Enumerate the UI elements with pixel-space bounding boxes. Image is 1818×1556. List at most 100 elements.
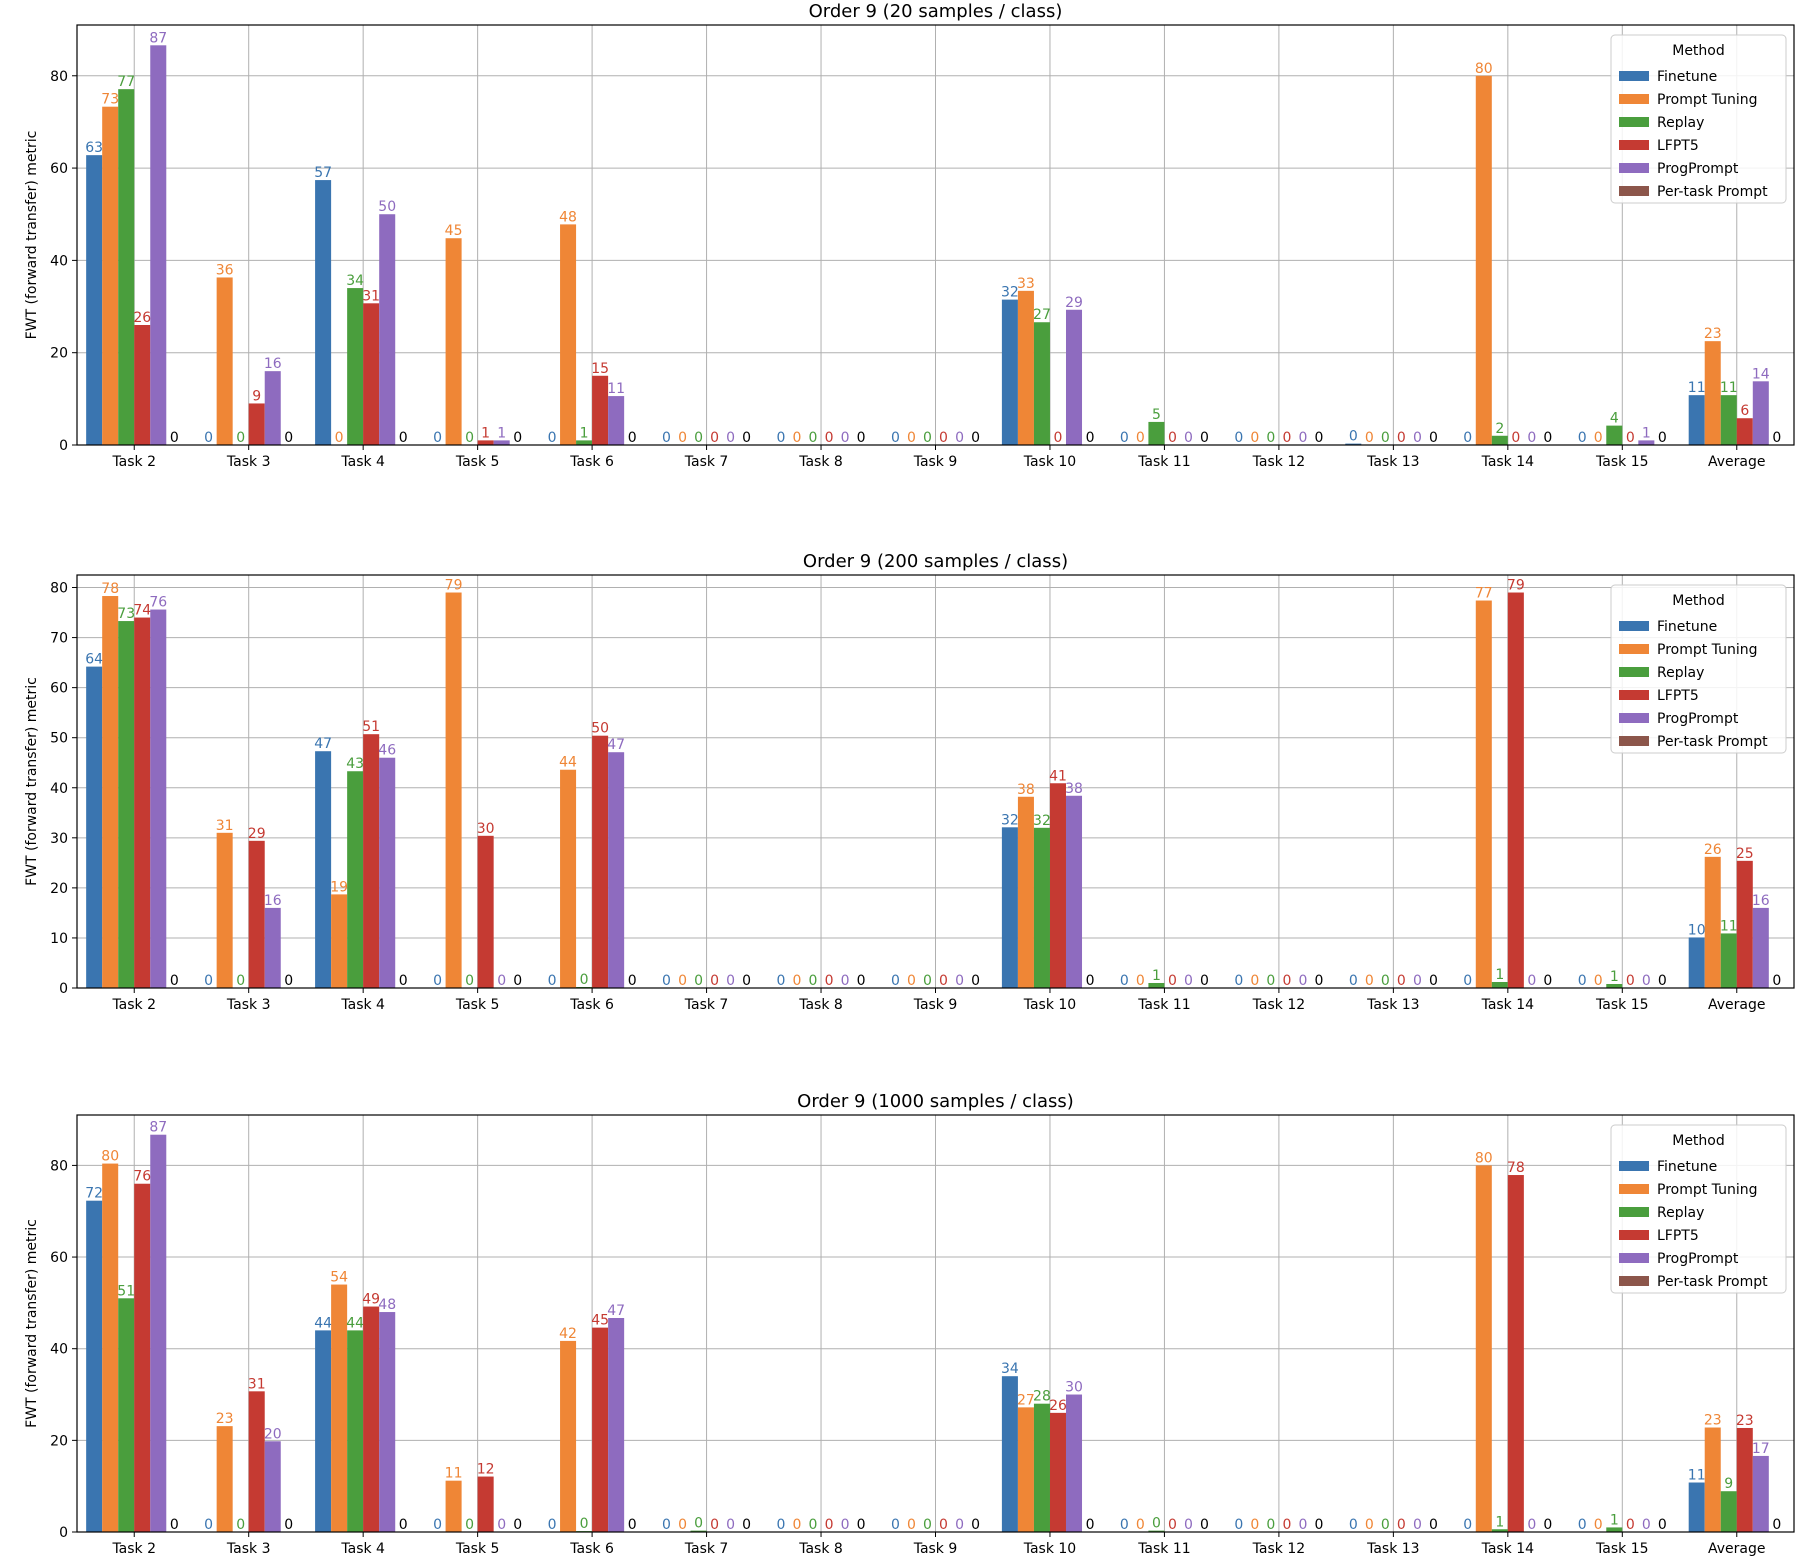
data-label: 0 [1298,430,1307,446]
bar-progprompt-2 [264,1441,281,1532]
data-label: 32 [1001,285,1019,301]
bar-lfpt5-2 [248,840,265,988]
data-label: 0 [662,1517,671,1533]
legend-title: Method [1672,593,1725,609]
data-label: 0 [1349,973,1358,989]
data-label: 0 [580,972,589,988]
bar-prompt-tuning-9 [1017,1407,1034,1532]
legend-box [1610,1124,1787,1294]
y-tick-label: 20 [50,881,68,897]
data-label: 0 [678,973,687,989]
bar-prompt-tuning-13 [1475,600,1492,988]
data-label: 0 [1054,430,1063,446]
data-label: 0 [170,430,179,446]
data-label: 0 [1511,430,1520,446]
data-label: 1 [1610,969,1619,985]
data-label: 0 [1463,1517,1472,1533]
data-label: 1 [1152,968,1161,984]
legend-entry: Per-task Prompt [1657,184,1768,200]
bar-replay-5 [576,440,593,445]
data-label: 0 [710,1517,719,1533]
data-label: 38 [1065,781,1083,797]
bar-replay-15 [1720,395,1737,445]
data-label: 0 [580,1516,589,1532]
data-label: 19 [330,879,348,895]
data-label: 0 [548,1517,557,1533]
bar-replay-1 [118,1298,135,1532]
data-label: 0 [825,430,834,446]
data-label: 0 [1527,430,1536,446]
bar-progprompt-1 [150,1134,167,1532]
legend-entry: Finetune [1657,1159,1717,1175]
x-tick-label: Task 2 [111,454,156,470]
x-tick-label: Task 13 [1366,997,1419,1013]
data-label: 0 [793,973,802,989]
data-label: 31 [216,818,234,834]
data-label: 0 [891,430,900,446]
legend-swatch [1619,1161,1649,1171]
data-label: 0 [678,430,687,446]
bar-lfpt5-1 [134,325,151,445]
data-label: 0 [1658,973,1667,989]
x-tick-label: Task 5 [455,1541,500,1556]
data-label: 0 [1086,430,1095,446]
data-label: 30 [1065,1380,1083,1396]
bar-finetune-3 [315,180,332,446]
data-label: 0 [433,973,442,989]
data-label: 0 [726,1517,735,1533]
data-label: 0 [1315,973,1324,989]
x-tick-label: Task 12 [1252,997,1305,1013]
data-label: 0 [284,973,293,989]
bar-replay-15 [1720,1491,1737,1532]
legend-title: Method [1672,43,1725,59]
data-label: 77 [117,74,135,90]
x-tick-label: Task 6 [569,997,614,1013]
legend-entry: Finetune [1657,69,1717,85]
data-label: 0 [628,973,637,989]
x-tick-label: Task 2 [111,1541,156,1556]
data-label: 0 [907,973,916,989]
y-axis-label: FWT (forward transfer) metric [24,1219,40,1428]
data-label: 0 [465,1517,474,1533]
data-label: 0 [857,1517,866,1533]
legend: Method Finetune Prompt Tuning Replay LFPT5 Pr… [1610,1124,1787,1294]
data-label: 0 [1168,1517,1177,1533]
legend-entry: Finetune [1657,619,1717,635]
bar-lfpt5-9 [1049,1412,1066,1532]
bar-prompt-tuning-2 [216,277,233,445]
data-label: 0 [548,430,557,446]
data-label: 0 [1120,1517,1129,1533]
legend-entry: Prompt Tuning [1657,1182,1758,1198]
data-label: 0 [857,430,866,446]
data-label: 0 [891,973,900,989]
bar-finetune-1 [86,666,103,988]
data-label: 1 [580,425,589,441]
bar-replay-13 [1491,981,1508,988]
data-label: 0 [971,973,980,989]
data-label: 27 [1033,307,1051,323]
x-tick-label: Task 12 [1252,454,1305,470]
y-tick-label: 30 [50,831,68,847]
legend: Method Finetune Prompt Tuning Replay LFPT5 Pr… [1610,584,1787,754]
data-label: 0 [726,430,735,446]
x-tick-label: Task 11 [1137,1541,1190,1556]
data-label: 0 [1413,1517,1422,1533]
data-label: 0 [399,973,408,989]
data-label: 0 [1234,1517,1243,1533]
data-label: 44 [559,755,577,771]
bar-prompt-tuning-5 [560,1340,577,1532]
bar-progprompt-9 [1065,795,1083,988]
data-label: 26 [1704,842,1722,858]
data-label: 74 [133,603,151,619]
data-label: 0 [1365,973,1374,989]
bar-replay-3 [347,1330,364,1532]
data-label: 23 [216,1411,234,1427]
data-label: 48 [378,1297,396,1313]
data-label: 26 [1049,1398,1067,1414]
data-label: 0 [1772,1517,1781,1533]
data-label: 11 [445,1466,463,1482]
data-label: 49 [362,1292,380,1308]
data-label: 0 [923,973,932,989]
